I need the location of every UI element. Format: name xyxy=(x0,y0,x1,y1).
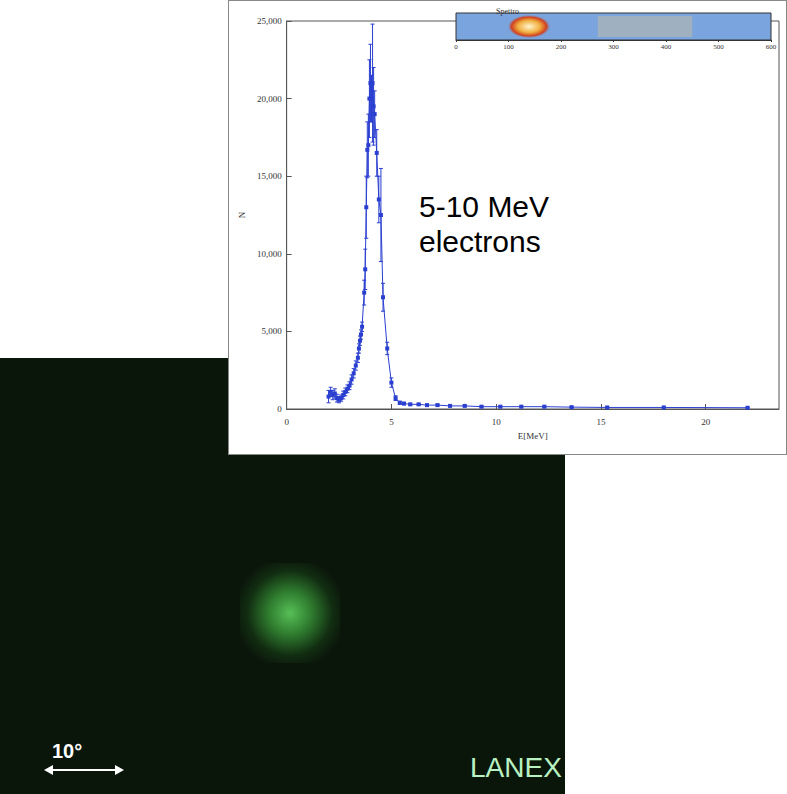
svg-text:20: 20 xyxy=(701,417,711,427)
svg-text:200: 200 xyxy=(556,43,567,51)
svg-text:600: 600 xyxy=(766,43,777,51)
svg-text:electrons: electrons xyxy=(419,225,541,258)
svg-text:0: 0 xyxy=(454,43,458,51)
svg-text:0: 0 xyxy=(277,404,282,414)
svg-text:15: 15 xyxy=(596,417,606,427)
svg-text:Spettro: Spettro xyxy=(496,7,519,16)
svg-text:10,000: 10,000 xyxy=(257,249,282,259)
html-text:10°: 10° xyxy=(52,740,83,762)
svg-text:5-10 MeV: 5-10 MeV xyxy=(419,190,557,223)
svg-text:N: N xyxy=(237,211,247,218)
svg-text:500: 500 xyxy=(713,43,724,51)
svg-text:100: 100 xyxy=(503,43,514,51)
svg-text:300: 300 xyxy=(608,43,619,51)
svg-text:0: 0 xyxy=(284,417,289,427)
svg-text:20,000: 20,000 xyxy=(257,94,282,104)
svg-text:5: 5 xyxy=(389,417,394,427)
svg-text:10: 10 xyxy=(492,417,502,427)
html-text:LANEX: LANEX xyxy=(470,752,562,783)
svg-text:400: 400 xyxy=(661,43,672,51)
svg-text:15,000: 15,000 xyxy=(257,171,282,181)
svg-text:5,000: 5,000 xyxy=(261,326,282,336)
svg-text:E[MeV]: E[MeV] xyxy=(518,431,548,441)
svg-text:25,000: 25,000 xyxy=(257,16,282,26)
